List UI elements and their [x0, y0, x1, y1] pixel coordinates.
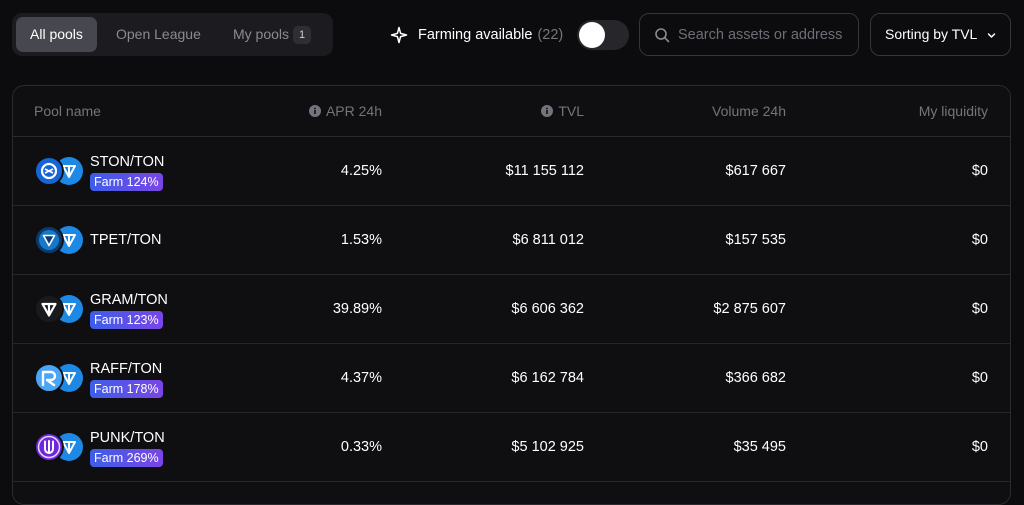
info-icon	[541, 105, 554, 117]
sort-label: Sorting by TVL	[885, 26, 978, 42]
volume-value: $35 495	[733, 439, 786, 455]
toggle-knob	[579, 22, 605, 48]
table-row[interactable]: PUNK/TON Farm 269% 0.33% $5 102 925 $35 …	[13, 413, 1010, 482]
pair-name: GRAM/TON	[90, 292, 168, 308]
tvl-value: $6 162 784	[511, 370, 584, 386]
sparkle-icon	[390, 26, 408, 44]
apr-value: 39.89%	[332, 301, 382, 317]
ston-token-icon	[34, 156, 64, 186]
raff-token-icon	[34, 363, 64, 393]
sort-dropdown[interactable]: Sorting by TVL	[870, 13, 1011, 56]
pair-info: TPET/TON	[90, 231, 161, 249]
info-icon	[308, 105, 321, 117]
pair-icons	[34, 156, 84, 188]
table-row[interactable]: STON/TON Farm 124% 4.25% $11 155 112 $61…	[13, 137, 1010, 206]
search-icon	[655, 27, 670, 42]
pools-table: Pool name APR 24h TVL Volume 24h My liqu…	[12, 85, 1011, 505]
tab-my-pools-label: My pools	[233, 26, 290, 42]
punk-token-icon	[34, 432, 64, 462]
volume-value: $617 667	[725, 163, 786, 179]
apr-value: 1.53%	[340, 232, 382, 248]
pair-icons	[34, 225, 84, 257]
tvl-header-label: TVL	[558, 103, 584, 119]
pair-info: STON/TON Farm 124%	[90, 153, 164, 191]
chevron-down-icon	[987, 33, 996, 38]
column-header-pool-name[interactable]: Pool name	[34, 103, 101, 119]
liquidity-value: $0	[971, 301, 988, 317]
tvl-value: $5 102 925	[511, 439, 584, 455]
search-input[interactable]	[678, 26, 854, 43]
pair-icons	[34, 432, 84, 464]
table-header: Pool name APR 24h TVL Volume 24h My liqu…	[13, 86, 1010, 137]
tab-my-pools[interactable]: My pools 1	[219, 17, 325, 52]
volume-value: $2 875 607	[713, 301, 786, 317]
volume-value: $157 535	[725, 232, 786, 248]
pair-icons	[34, 294, 84, 326]
gram-token-icon	[34, 294, 64, 324]
liquidity-value: $0	[971, 439, 988, 455]
pair-info: RAFF/TON Farm 178%	[90, 360, 163, 398]
search-box	[639, 13, 859, 56]
tvl-value: $11 155 112	[505, 163, 584, 179]
column-header-tvl[interactable]: TVL	[541, 86, 584, 137]
top-toolbar: All pools Open League My pools 1 Farming …	[0, 0, 1024, 70]
column-header-liquidity[interactable]: My liquidity	[918, 103, 988, 119]
apr-value: 4.25%	[340, 163, 382, 179]
pair-icons	[34, 363, 84, 395]
farm-badge: Farm 178%	[90, 380, 163, 398]
volume-value: $366 682	[725, 370, 786, 386]
table-row[interactable]: GRAM/TON Farm 123% 39.89% $6 606 362 $2 …	[13, 275, 1010, 344]
pair-info: PUNK/TON Farm 269%	[90, 429, 165, 467]
pair-name: TPET/TON	[90, 232, 162, 248]
farming-available-count: (22)	[537, 27, 564, 43]
pair-name: PUNK/TON	[90, 430, 165, 446]
farm-badge: Farm 123%	[90, 311, 163, 329]
tpet-token-icon	[34, 225, 64, 255]
pool-tabs: All pools Open League My pools 1	[12, 13, 333, 56]
tab-open-league[interactable]: Open League	[116, 26, 201, 42]
tab-all-pools[interactable]: All pools	[16, 17, 97, 52]
farming-available-label: Farming available	[418, 27, 533, 43]
liquidity-value: $0	[971, 163, 988, 179]
apr-header-label: APR 24h	[325, 103, 382, 119]
liquidity-value: $0	[971, 370, 988, 386]
column-header-volume[interactable]: Volume 24h	[712, 103, 786, 119]
tvl-value: $6 811 012	[512, 232, 585, 248]
apr-value: 4.37%	[340, 370, 382, 386]
tvl-value: $6 606 362	[511, 301, 584, 317]
pair-name: RAFF/TON	[90, 361, 163, 377]
table-row[interactable]: RAFF/TON Farm 178% 4.37% $6 162 784 $366…	[13, 344, 1010, 413]
my-pools-count-badge: 1	[293, 26, 312, 44]
farm-badge: Farm 269%	[90, 449, 163, 467]
farming-filter: Farming available (22)	[390, 20, 563, 50]
column-header-apr[interactable]: APR 24h	[308, 86, 382, 137]
pair-name: STON/TON	[90, 154, 165, 170]
apr-value: 0.33%	[340, 439, 382, 455]
table-row[interactable]: TPET/TON 1.53% $6 811 012 $157 535 $0	[13, 206, 1010, 275]
farming-toggle[interactable]	[577, 20, 629, 50]
farm-badge: Farm 124%	[90, 173, 163, 191]
pair-info: GRAM/TON Farm 123%	[90, 291, 168, 329]
liquidity-value: $0	[971, 232, 988, 248]
